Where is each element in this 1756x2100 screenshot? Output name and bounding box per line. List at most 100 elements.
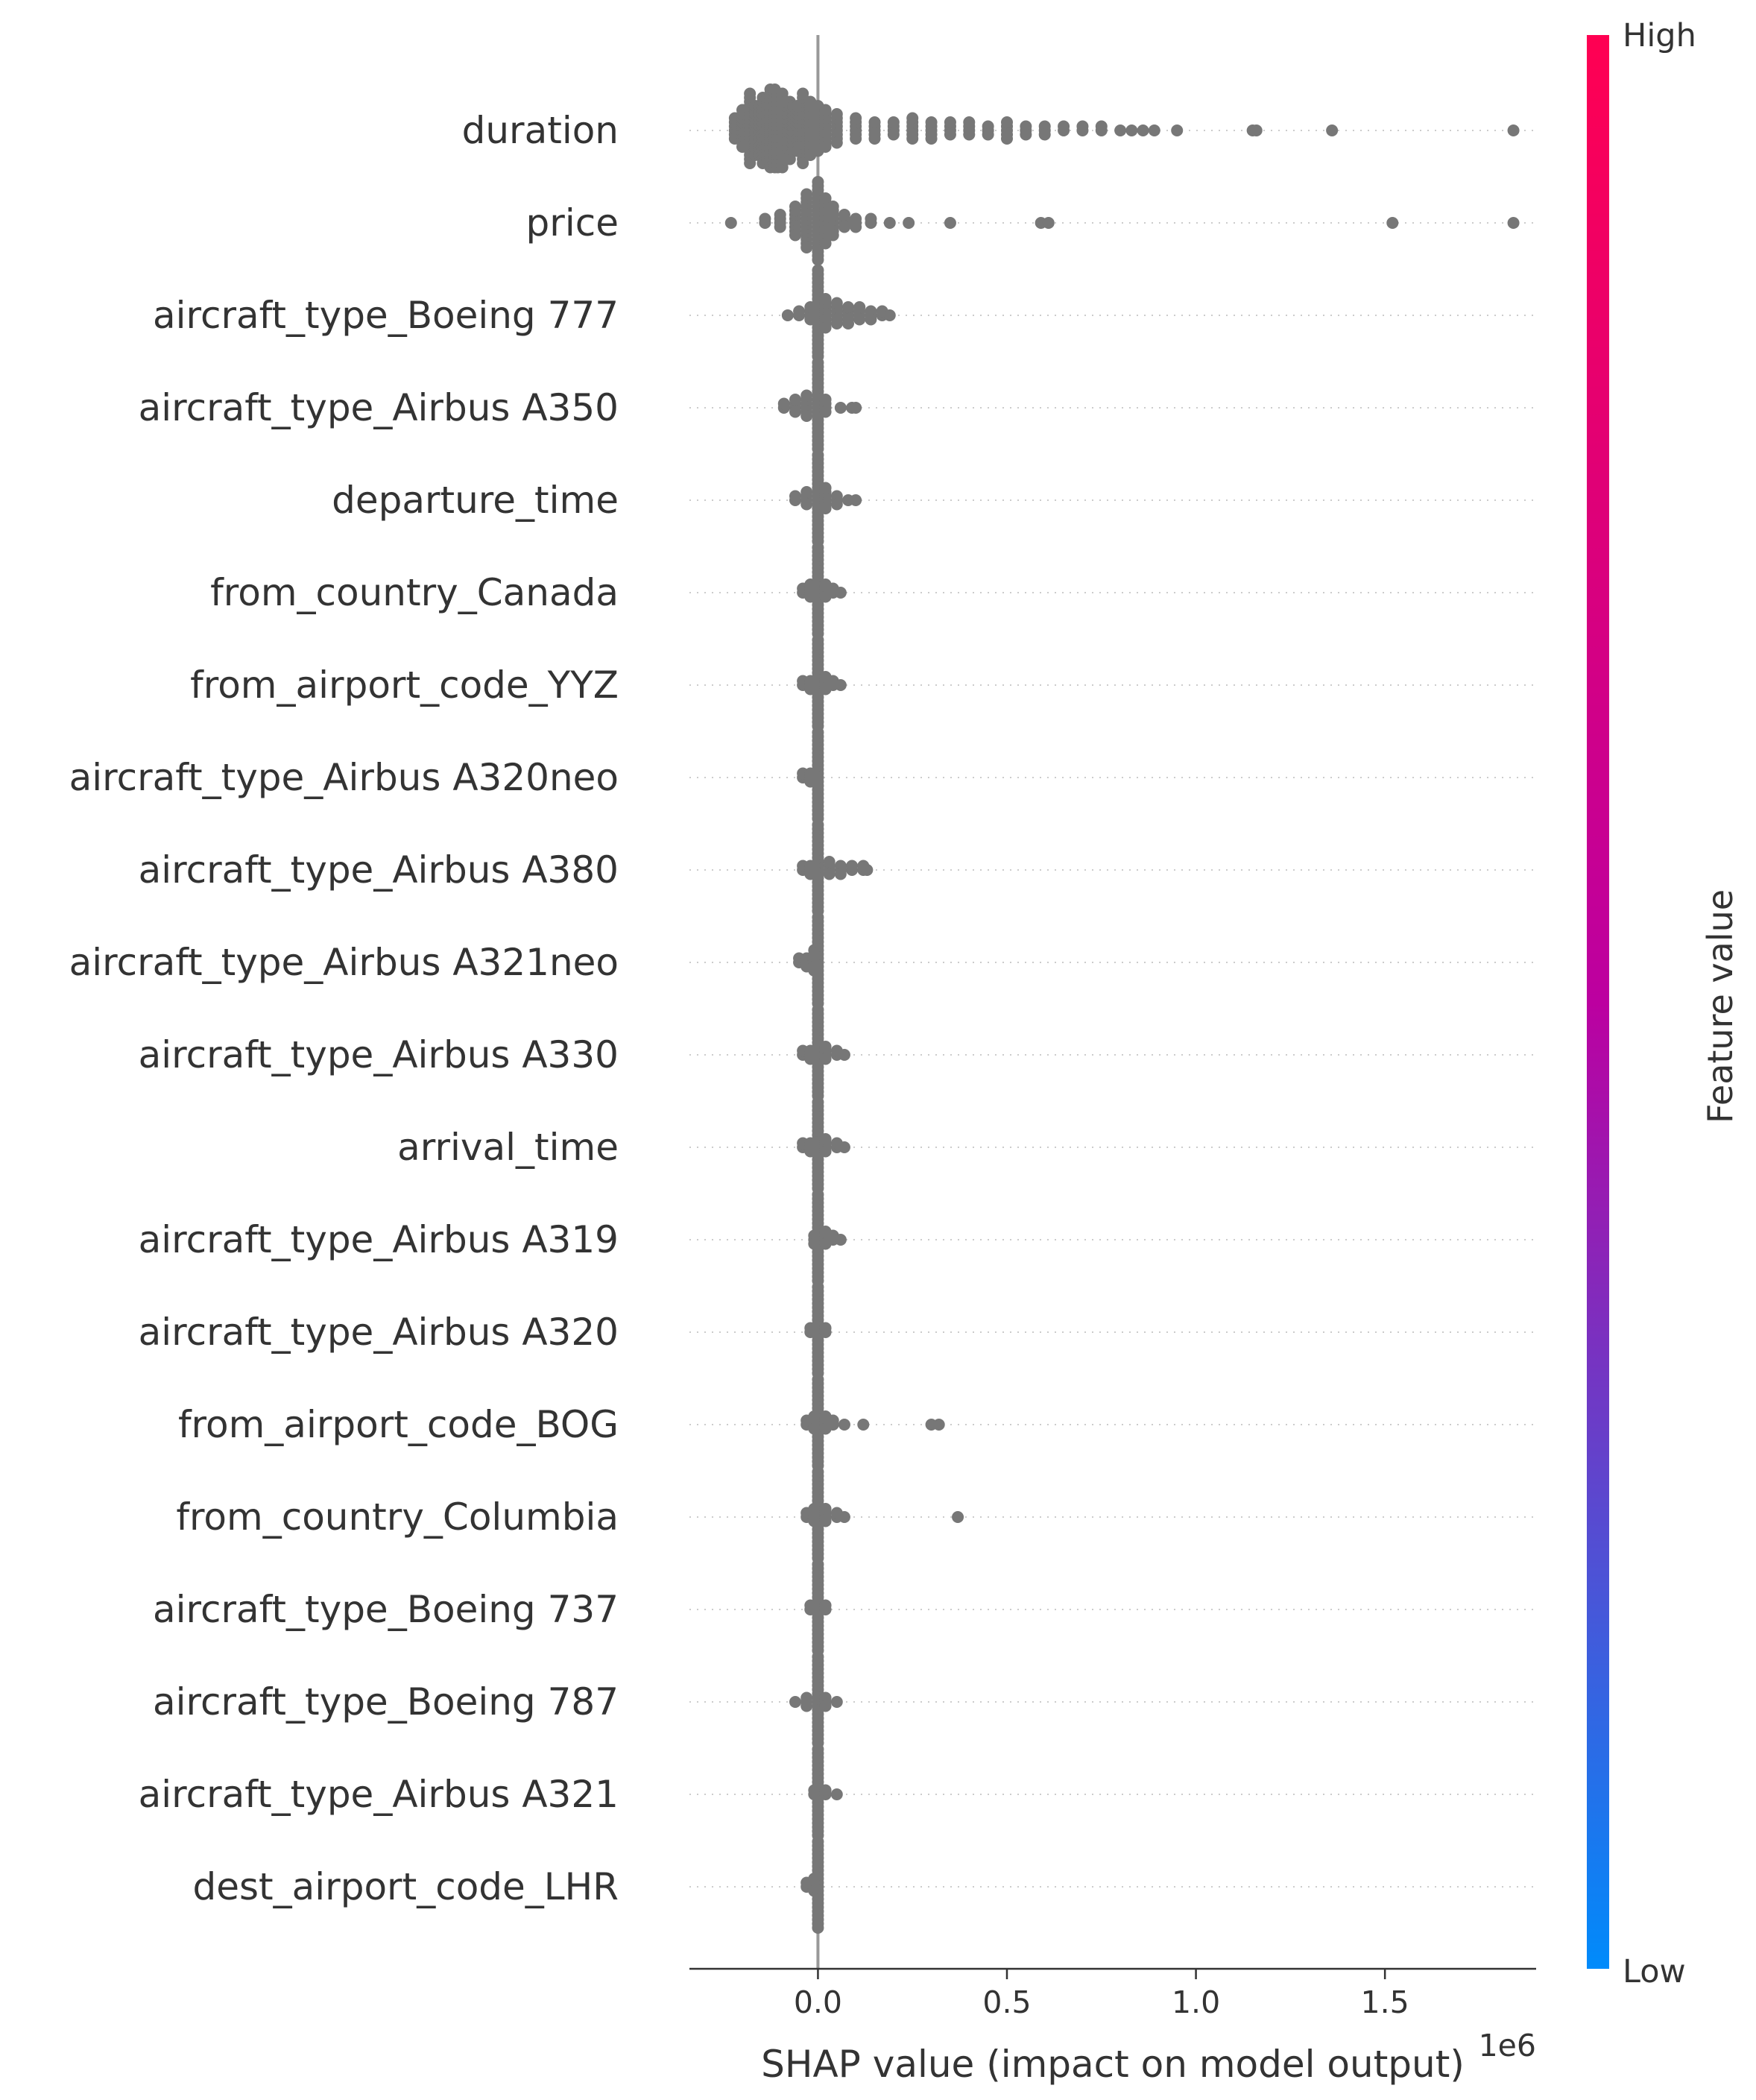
data-point xyxy=(819,482,832,494)
data-point xyxy=(861,864,874,876)
data-point xyxy=(789,201,801,212)
data-point xyxy=(812,449,824,461)
data-point xyxy=(963,128,976,141)
data-point xyxy=(850,494,862,506)
data-point xyxy=(812,264,824,277)
data-point xyxy=(797,157,809,169)
data-point xyxy=(1171,124,1184,136)
feature-label: aircraft_type_Airbus A330 xyxy=(139,1033,619,1076)
data-point xyxy=(777,397,790,410)
data-point xyxy=(830,1788,843,1800)
feature-label: aircraft_type_Boeing 737 xyxy=(153,1588,619,1631)
data-point xyxy=(853,301,866,313)
data-point xyxy=(819,406,832,418)
data-point xyxy=(819,1691,832,1704)
data-point xyxy=(819,1700,832,1712)
data-point xyxy=(1042,217,1055,229)
colorbar-title: Feature value xyxy=(1700,889,1740,1123)
data-point xyxy=(1038,128,1051,141)
data-point xyxy=(823,856,836,868)
data-point xyxy=(1058,120,1070,133)
x-tick-label: 1.0 xyxy=(1172,1984,1220,2020)
colorbar xyxy=(1587,35,1609,1969)
data-point xyxy=(887,128,900,141)
data-point xyxy=(1386,217,1399,229)
data-point xyxy=(819,321,832,334)
x-tick-label: 1.5 xyxy=(1361,1984,1409,2020)
data-point xyxy=(812,819,824,831)
data-point xyxy=(819,1503,832,1515)
data-point xyxy=(800,389,813,402)
data-point xyxy=(834,402,847,414)
data-point xyxy=(944,128,956,141)
data-point xyxy=(744,87,757,100)
data-point xyxy=(1001,133,1013,145)
data-point xyxy=(789,406,801,418)
data-point xyxy=(724,217,737,229)
data-point xyxy=(819,1515,832,1527)
data-point xyxy=(850,402,862,414)
x-axis-label: SHAP value (impact on model output) xyxy=(761,2043,1465,2086)
data-point xyxy=(982,128,994,141)
feature-label: aircraft_type_Airbus A320neo xyxy=(69,756,619,799)
data-point xyxy=(853,313,866,326)
data-point xyxy=(800,242,813,253)
data-point xyxy=(834,860,847,872)
data-point xyxy=(789,229,801,242)
data-point xyxy=(1020,128,1032,141)
data-point xyxy=(789,1696,801,1708)
data-point xyxy=(834,587,847,599)
data-point xyxy=(819,1053,832,1065)
data-point xyxy=(906,133,919,145)
data-point xyxy=(925,116,938,128)
data-point xyxy=(834,1234,847,1246)
data-point xyxy=(819,141,832,153)
data-point xyxy=(830,108,843,120)
data-point xyxy=(830,136,843,149)
data-point xyxy=(1326,124,1339,136)
data-point xyxy=(944,116,956,128)
data-point xyxy=(812,1003,824,1016)
data-point xyxy=(1114,124,1127,136)
data-point xyxy=(759,212,771,225)
data-point xyxy=(812,1835,824,1848)
data-point xyxy=(819,237,832,250)
data-point xyxy=(842,301,854,313)
data-point xyxy=(812,356,824,369)
feature-label: aircraft_type_Airbus A321neo xyxy=(69,941,619,984)
data-point xyxy=(1001,116,1013,128)
data-point xyxy=(838,1511,850,1523)
data-point xyxy=(812,1466,824,1478)
feature-label: dest_airport_code_LHR xyxy=(192,1865,619,1908)
data-point xyxy=(1507,124,1520,136)
data-point xyxy=(883,309,896,321)
feature-label: aircraft_type_Airbus A380 xyxy=(139,848,619,892)
data-point xyxy=(812,1373,824,1386)
feature-label: aircraft_type_Boeing 787 xyxy=(153,1680,619,1724)
data-point xyxy=(800,486,813,498)
data-point xyxy=(819,1133,832,1145)
data-point xyxy=(819,1322,832,1334)
data-point xyxy=(812,726,824,739)
data-point xyxy=(963,116,976,128)
data-point xyxy=(883,217,896,229)
data-point xyxy=(789,490,801,502)
data-point xyxy=(800,1700,813,1712)
data-point xyxy=(830,318,843,329)
data-point xyxy=(834,679,847,691)
data-point xyxy=(850,112,862,124)
data-point xyxy=(830,297,843,309)
points xyxy=(724,83,1520,1934)
data-point xyxy=(1020,120,1032,133)
data-point xyxy=(838,1141,850,1153)
data-point xyxy=(800,188,813,201)
data-point xyxy=(982,120,994,133)
data-point xyxy=(819,1145,832,1158)
data-point xyxy=(812,1558,824,1571)
data-point xyxy=(865,305,877,318)
data-point xyxy=(1148,124,1160,136)
data-point xyxy=(865,313,877,326)
feature-label: duration xyxy=(462,109,619,152)
data-point xyxy=(827,229,839,242)
data-point xyxy=(812,911,824,924)
